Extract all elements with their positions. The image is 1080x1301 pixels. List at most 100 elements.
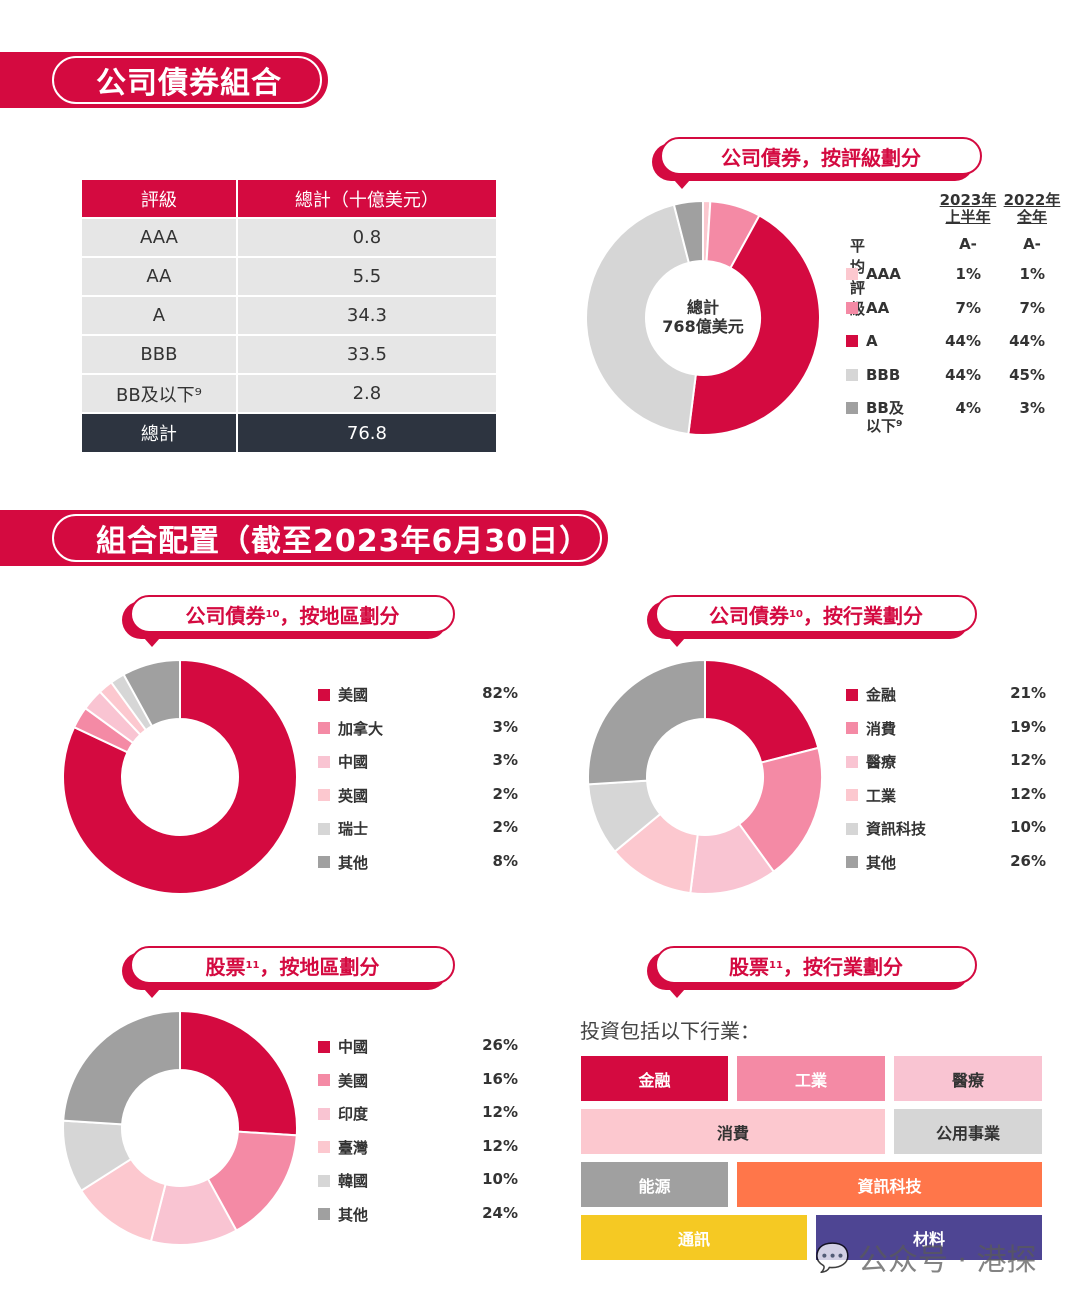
bond-region-donut — [62, 658, 298, 895]
legend-label: 美國 — [338, 686, 369, 704]
section-title: 公司債券組合 — [52, 56, 322, 104]
col-header: 評級 — [82, 180, 238, 218]
legend-value: 3% — [492, 717, 518, 736]
cell: BBB — [82, 334, 238, 374]
legend-value: 12% — [482, 1136, 518, 1155]
donut-slice — [179, 1009, 298, 1137]
legend-swatch — [846, 755, 858, 768]
avg-rating-value: A- — [959, 235, 977, 253]
footnote-ref: 11 — [769, 959, 783, 971]
legend-item: BB及以下⁹ — [846, 399, 906, 435]
legend-label: 中國 — [338, 753, 369, 771]
legend-label: 英國 — [338, 786, 369, 805]
legend-value: 19% — [1010, 717, 1046, 736]
legend-label: BBB — [866, 365, 901, 384]
subtitle-suffix: ，按行業劃分 — [782, 954, 903, 979]
cell: AAA — [82, 217, 238, 257]
legend-label: 中國 — [338, 1038, 369, 1056]
legend-label: BB及以下⁹ — [866, 399, 904, 435]
legend-swatch — [846, 268, 858, 280]
footnote-ref: 10 — [265, 608, 280, 620]
cell: 76.8 — [236, 412, 499, 452]
legend-value: 4% — [955, 399, 981, 417]
total-row: 總計 76.8 — [82, 412, 499, 452]
legend-value: 7% — [1019, 298, 1045, 317]
donut-slice — [587, 658, 706, 786]
chart-subtitle: 公司債券，按評級劃分 — [652, 137, 982, 189]
legend-value: 1% — [955, 265, 981, 283]
legend-value: 8% — [492, 851, 518, 870]
table-row: AA 5.5 — [82, 256, 499, 296]
legend-item: 消費 — [846, 718, 896, 739]
legend-item: 工業 — [846, 785, 896, 806]
legend-value: 1% — [1019, 265, 1045, 283]
legend-label: 醫療 — [866, 753, 897, 771]
legend-item: 美國 — [318, 1070, 368, 1091]
legend-swatch — [318, 789, 330, 801]
legend-swatch — [318, 1107, 330, 1120]
legend-item: 美國 — [318, 684, 368, 705]
legend-value: 24% — [482, 1203, 518, 1222]
donut-slice — [122, 658, 181, 728]
rating-donut — [585, 199, 821, 436]
legend-item: 中國 — [318, 751, 368, 772]
chart-subtitle: 公司債券 10 ，按行業劃分 — [647, 595, 977, 647]
legend-value: 3% — [1019, 399, 1045, 417]
legend-label: 其他 — [338, 1205, 369, 1224]
col-header: 總計（十億美元） — [236, 180, 499, 218]
industry-tile: 材料 — [816, 1215, 1042, 1260]
cell: A — [82, 295, 238, 335]
legend-value: 44% — [945, 332, 981, 350]
column-header-line: 全年 — [1016, 208, 1047, 226]
legend-value: 7% — [955, 298, 981, 317]
donut-slice — [737, 746, 823, 874]
column-header: 2023年 上半年 — [938, 192, 998, 226]
industry-tile: 工業 — [737, 1056, 885, 1101]
legend-label: 加拿大 — [338, 719, 384, 738]
legend-item: 瑞士 — [318, 818, 368, 839]
legend-value: 44% — [945, 365, 981, 384]
legend-label: 其他 — [866, 853, 897, 872]
legend-item: 其他 — [846, 852, 896, 873]
legend-value: 12% — [1010, 751, 1046, 769]
cell: 0.8 — [236, 217, 499, 257]
legend-swatch — [846, 722, 858, 734]
legend-item: 資訊科技 — [846, 818, 926, 839]
legend-item: 金融 — [846, 684, 896, 705]
legend-value: 12% — [1010, 784, 1046, 803]
legend-value: 12% — [482, 1103, 518, 1121]
legend-item: 中國 — [318, 1036, 368, 1057]
center-label-line: 768億美元 — [662, 317, 744, 336]
cell: AA — [82, 256, 238, 296]
industry-tile: 金融 — [581, 1056, 728, 1101]
legend-label: 其他 — [338, 853, 369, 872]
watermark: 💬 公众号 · 港探 — [815, 1235, 1036, 1279]
legend-swatch — [846, 301, 858, 314]
legend-value: 16% — [482, 1069, 518, 1088]
subtitle-text: 公司債券 — [709, 603, 790, 628]
legend-value: 2% — [492, 784, 518, 803]
footnote-ref: 11 — [245, 959, 260, 971]
subtitle-text: 股票 — [729, 954, 770, 979]
donut-slice — [687, 214, 821, 436]
legend-value: 2% — [492, 818, 518, 836]
legend-item: 印度 — [318, 1103, 368, 1124]
watermark-text: 公众号 · 港探 — [857, 1243, 1037, 1278]
legend-swatch — [318, 1040, 330, 1053]
legend-label: 金融 — [866, 686, 897, 704]
legend-swatch — [846, 688, 858, 701]
rating-table: 評級 總計（十億美元） AAA 0.8 AA 5.5 A 34.3 BBB 33.5 BB… — [82, 180, 499, 452]
cell: BB及以下⁹ — [82, 373, 238, 413]
table-row: BBB 33.5 — [82, 334, 499, 374]
subtitle-text: 股票 — [205, 954, 246, 979]
column-header-line: 上半年 — [945, 208, 991, 226]
cell: 33.5 — [236, 334, 499, 374]
wechat-icon: 💬 — [815, 1240, 850, 1274]
legend-label: 工業 — [866, 786, 897, 805]
legend-label: A — [866, 332, 878, 350]
legend-item: 醫療 — [846, 751, 896, 772]
legend-swatch — [318, 1074, 330, 1086]
legend-swatch — [846, 789, 858, 801]
legend-value: 21% — [1010, 684, 1046, 702]
legend-swatch — [318, 688, 330, 701]
